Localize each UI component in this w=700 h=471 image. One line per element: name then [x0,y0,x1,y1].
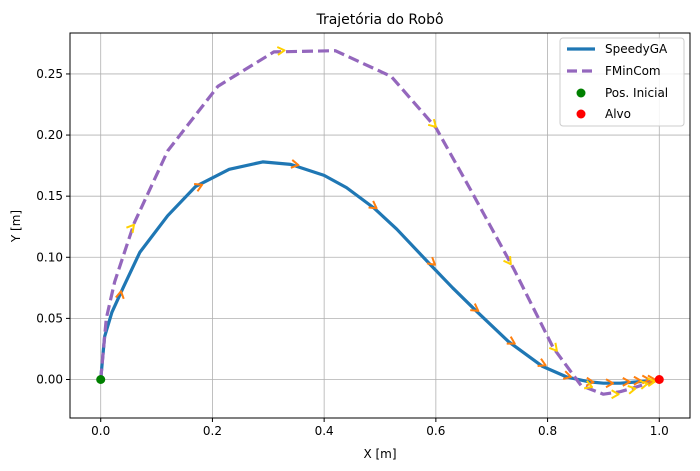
x-tick-label: 0.2 [203,424,222,438]
legend-label-alvo: Alvo [605,107,631,121]
marker-alvo [654,375,664,384]
plot-area-frame [69,32,691,419]
y-tick-label: 0.10 [36,250,63,264]
heading-arrow-speedyga [115,290,125,300]
y-tick-label: 0.00 [36,373,63,387]
heading-arrow-fmincom [647,377,656,387]
y-axis-ticks: 0.00 0.05 0.10 0.15 0.20 0.25 [36,67,70,387]
heading-arrow-fmincom [627,384,637,395]
x-tick-label: 0.4 [315,424,334,438]
series-line-speedyga [99,160,660,385]
x-tick-label: 1.0 [650,424,669,438]
heading-arrow-fmincom [427,118,437,128]
legend-box [559,37,685,127]
heading-arrow-speedyga [194,183,204,192]
heading-arrow-fmincom [639,380,649,390]
heading-arrow-fmincom [548,342,558,352]
heading-arrow-speedyga [470,303,480,312]
heading-arrow-fmincom [611,389,620,400]
heading-arrow-speedyga [605,378,614,389]
heading-arrow-speedyga [562,370,572,380]
x-axis-ticks: 0.0 0.2 0.4 0.6 0.8 1.0 [91,418,669,438]
y-tick-label: 0.15 [36,189,63,203]
x-tick-label: 0.0 [91,424,110,438]
x-tick-label: 0.8 [538,424,557,438]
heading-arrow-speedyga [506,336,516,345]
x-axis-label: X [m] [363,447,396,461]
y-tick-label: 0.05 [36,311,63,325]
legend-label-pos-inicial: Pos. Inicial [605,86,668,100]
heading-arrows [115,46,656,400]
heading-arrow-speedyga [537,358,547,367]
legend-label-fmincom: FMinCom [605,64,661,78]
heading-arrow-fmincom [503,256,512,266]
heading-arrow-speedyga [585,376,595,387]
x-tick-label: 0.6 [426,424,445,438]
y-tick-label: 0.20 [36,128,63,142]
heading-arrow-fmincom [583,380,594,390]
heading-arrow-speedyga [426,256,436,266]
y-tick-label: 0.25 [36,67,63,81]
heading-arrow-speedyga [622,377,631,387]
chart-title: Trajetória do Robô [315,12,443,28]
legend: SpeedyGA FMinCom Pos. Inicial Alvo [559,37,685,127]
heading-arrow-fmincom [276,46,286,56]
heading-arrow-speedyga [290,159,300,169]
position-markers [96,375,664,384]
legend-label-speedyga: SpeedyGA [605,42,668,56]
heading-arrow-speedyga [368,200,378,210]
heading-arrow-fmincom [126,223,135,233]
legend-swatch-alvo [576,109,586,119]
legend-swatch-pos-inicial [576,88,586,98]
marker-pos-inicial [96,375,106,384]
y-axis-label: Y [m] [9,210,23,243]
